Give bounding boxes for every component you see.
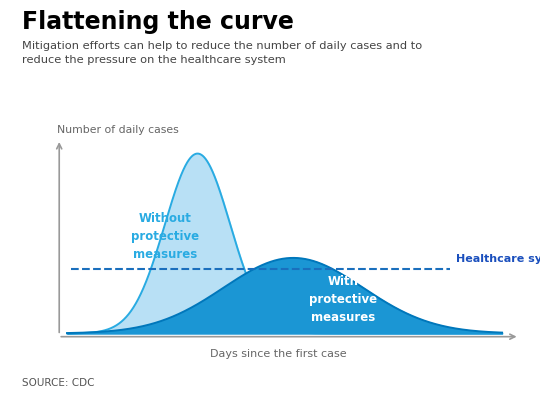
Text: Number of daily cases: Number of daily cases — [57, 125, 179, 135]
Text: With
protective
measures: With protective measures — [309, 275, 377, 324]
Text: SOURCE: CDC: SOURCE: CDC — [22, 378, 94, 388]
Text: Without
protective
measures: Without protective measures — [131, 212, 199, 261]
Text: Healthcare system capacity: Healthcare system capacity — [456, 254, 540, 264]
Text: Days since the first case: Days since the first case — [210, 349, 346, 359]
Text: Mitigation efforts can help to reduce the number of daily cases and to
reduce th: Mitigation efforts can help to reduce th… — [22, 41, 422, 65]
Text: Flattening the curve: Flattening the curve — [22, 10, 293, 34]
